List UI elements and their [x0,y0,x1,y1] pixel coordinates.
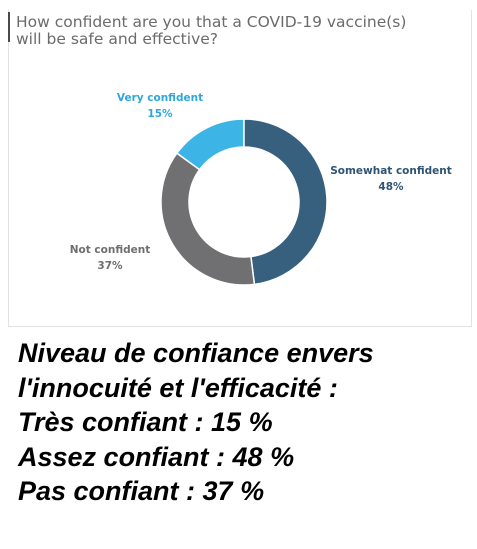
chart-question: How confident are you that a COVID-19 va… [16,14,456,48]
slice-name-label: Very confident [117,92,203,104]
donut-labels: Very confident 15% Somewhat confident 48% No… [70,92,452,272]
donut-slices [160,118,328,286]
donut-slice-somewhat-confident [243,118,328,286]
slice-name-label: Somewhat confident [330,165,452,177]
caption-line-1: Niveau de confiance envers [18,338,374,368]
slice-name-label: Not confident [70,244,151,256]
donut-slice-not-confident [160,152,256,286]
title-accent-bar [8,12,10,42]
caption-line-5: Pas confiant : 37 % [18,476,265,506]
caption-line-3: Très confiant : 15 % [18,407,273,437]
caption-line-4: Assez confiant : 48 % [18,441,295,472]
caption-line-2: l'innocuité et l'efficacité : [18,372,338,403]
slice-value-label: 37% [97,260,123,272]
french-caption: Niveau de confiance envers l'innocuité e… [18,336,473,509]
question-line-1: How confident are you that a COVID-19 va… [16,13,407,31]
donut-chart: Very confident 15% Somewhat confident 48% No… [70,92,452,286]
slice-value-label: 48% [378,181,404,193]
question-line-2: will be safe and effective? [16,30,218,48]
slice-value-label: 15% [147,108,173,120]
